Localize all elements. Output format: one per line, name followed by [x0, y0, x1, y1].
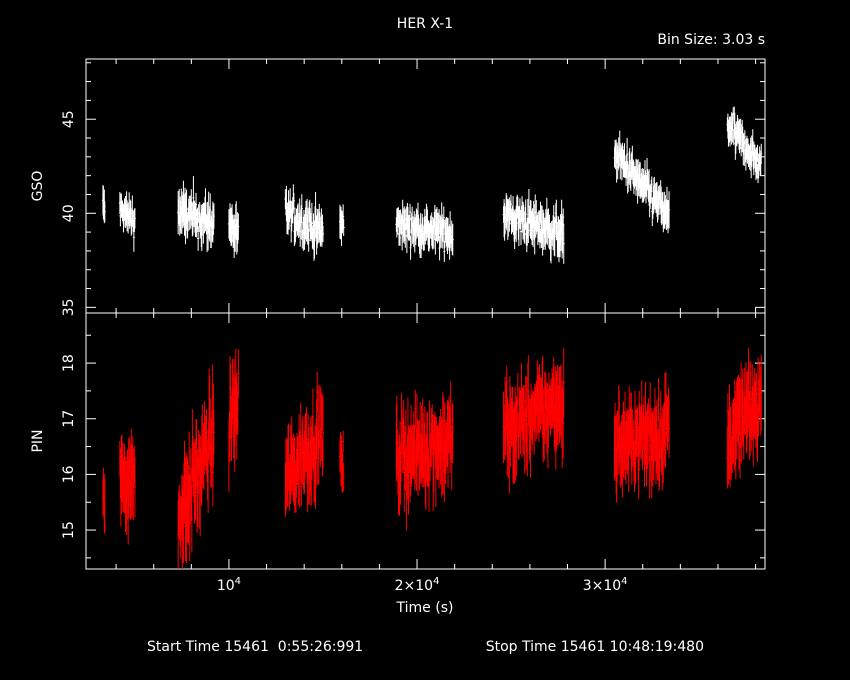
pin-axis-label: PIN — [30, 429, 46, 452]
y-tick-label: 35 — [61, 298, 77, 316]
y-tick-label: 16 — [61, 465, 77, 483]
x-tick-label: 104 — [217, 576, 241, 594]
data-segment — [101, 467, 106, 534]
data-segment — [101, 185, 106, 224]
stop-time-label: Stop Time 15461 10:48:19:480 — [486, 639, 704, 655]
data-segment — [395, 199, 454, 262]
data-segment — [284, 371, 324, 518]
data-segment — [338, 204, 345, 246]
y-tick-label: 17 — [61, 410, 77, 428]
data-segment — [613, 371, 671, 503]
data-segment — [284, 184, 324, 261]
y-tick-label: 15 — [61, 521, 77, 539]
x-axis-label: Time (s) — [396, 600, 454, 616]
data-segment — [177, 364, 215, 569]
data-segment — [118, 428, 136, 545]
pin-panel: PIN 15 16 17 18 — [30, 334, 765, 569]
data-segment — [338, 430, 345, 493]
chart-title: HER X-1 — [397, 16, 453, 32]
data-segment — [726, 347, 763, 489]
x-tick-label: 2×104 — [395, 576, 440, 594]
y-tick-label: 45 — [61, 110, 77, 128]
data-segment — [227, 348, 240, 492]
data-segment — [613, 130, 671, 234]
gso-panel: GSO 35 40 45 — [30, 62, 765, 316]
bottom-panel-frame — [85, 312, 766, 570]
data-segment — [177, 176, 215, 253]
start-time-label: Start Time 15461 0:55:26:991 — [147, 639, 363, 655]
data-segment — [726, 106, 763, 184]
data-segment — [227, 201, 240, 258]
data-segment — [502, 347, 565, 494]
y-tick-label: 18 — [61, 354, 77, 372]
y-tick-label: 40 — [61, 204, 77, 222]
data-segment — [395, 381, 454, 531]
x-tick-label: 3×104 — [583, 576, 628, 594]
data-segment — [502, 189, 565, 264]
x-axis: 104 2×104 3×104 — [115, 59, 757, 594]
bin-size-label: Bin Size: 3.03 s — [657, 32, 765, 48]
data-segment — [118, 191, 136, 252]
gso-axis-label: GSO — [30, 171, 46, 202]
top-panel-frame — [85, 58, 766, 314]
